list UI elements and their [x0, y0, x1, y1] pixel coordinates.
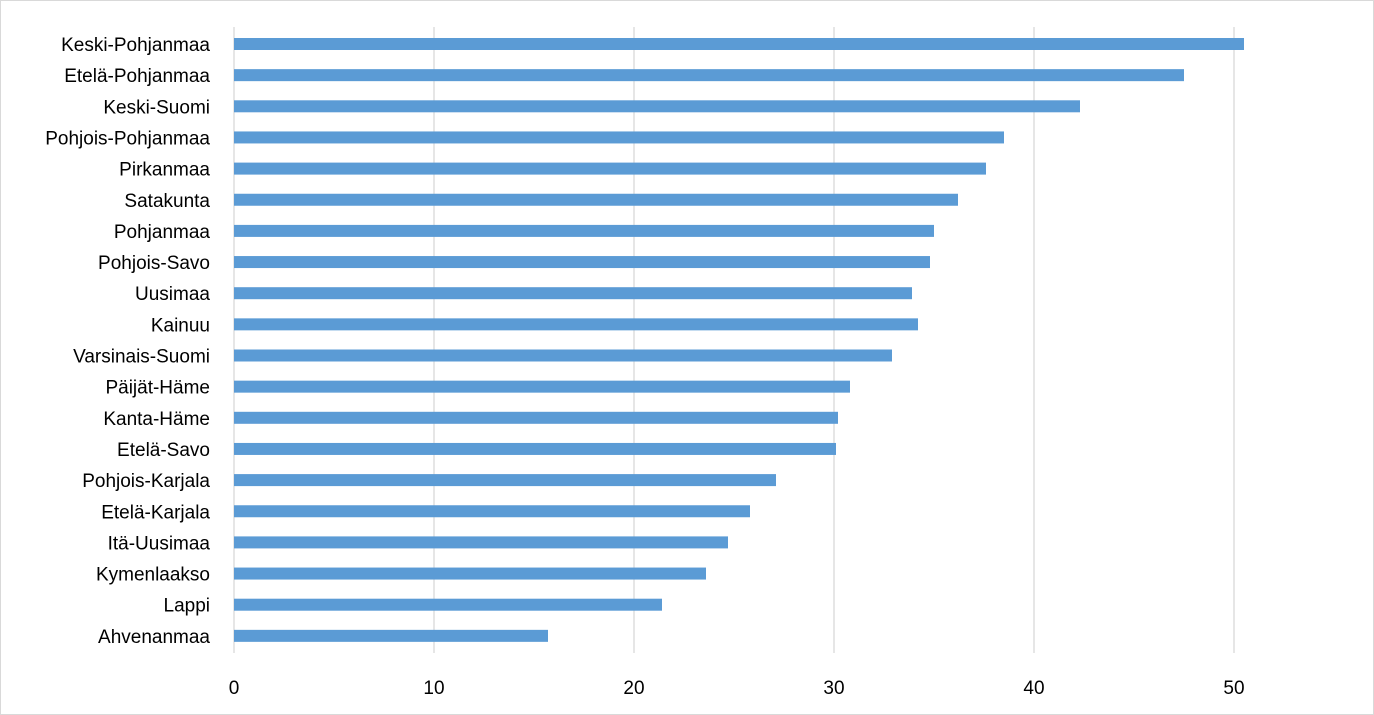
category-label: Kymenlaakso — [96, 565, 210, 586]
category-label: Pohjois-Pohjanmaa — [45, 128, 210, 149]
bar-uusimaa — [234, 287, 912, 300]
category-label: Pohjois-Savo — [98, 253, 210, 274]
x-tick-label: 10 — [423, 678, 444, 699]
category-label: Päijät-Häme — [105, 378, 210, 399]
bar-etelä-pohjanmaa — [234, 69, 1184, 82]
category-label: Etelä-Pohjanmaa — [64, 66, 210, 87]
category-label: Lappi — [164, 596, 211, 617]
x-tick-label: 0 — [229, 678, 240, 699]
category-label: Uusimaa — [135, 284, 210, 305]
bar-pirkanmaa — [234, 162, 986, 175]
bar-etelä-savo — [234, 442, 836, 455]
bar-kanta-häme — [234, 411, 838, 424]
bar-ahvenanmaa — [234, 629, 548, 642]
category-label: Pohjanmaa — [114, 222, 211, 243]
bar-pohjois-pohjanmaa — [234, 131, 1004, 144]
category-label: Ahvenanmaa — [98, 627, 210, 648]
x-tick-label: 20 — [623, 678, 644, 699]
bar-kymenlaakso — [234, 567, 706, 580]
bar-pohjanmaa — [234, 224, 934, 237]
category-label: Etelä-Karjala — [101, 502, 210, 523]
category-label: Kanta-Häme — [103, 409, 210, 430]
x-tick-label: 40 — [1023, 678, 1044, 699]
bar-itä-uusimaa — [234, 536, 728, 549]
bar-satakunta — [234, 193, 958, 206]
bar-varsinais-suomi — [234, 349, 892, 362]
category-label: Pohjois-Karjala — [82, 471, 210, 492]
x-tick-label: 50 — [1223, 678, 1244, 699]
bar-kainuu — [234, 318, 918, 331]
category-label: Varsinais-Suomi — [73, 347, 210, 368]
bar-keski-suomi — [234, 100, 1080, 113]
bar-pohjois-karjala — [234, 474, 776, 487]
category-labels: Keski-Pohjanmaa Etelä-Pohjanmaa Keski-Suom… — [45, 35, 210, 648]
category-label: Kainuu — [151, 315, 210, 336]
bar-etelä-karjala — [234, 505, 750, 518]
category-label: Keski-Pohjanmaa — [61, 35, 210, 56]
x-tick-label: 30 — [823, 678, 844, 699]
category-label: Keski-Suomi — [103, 97, 210, 118]
bar-lappi — [234, 598, 662, 611]
gridlines — [233, 27, 1235, 653]
bar-päijät-häme — [234, 380, 850, 393]
category-label: Itä-Uusimaa — [108, 533, 211, 554]
category-label: Etelä-Savo — [117, 440, 210, 461]
category-label: Satakunta — [124, 191, 210, 212]
x-tick-labels: 0 10 20 30 40 50 — [229, 678, 1245, 699]
bar-pohjois-savo — [234, 256, 930, 269]
bars — [234, 38, 1244, 642]
bar-keski-pohjanmaa — [234, 38, 1244, 50]
category-label: Pirkanmaa — [119, 160, 210, 181]
